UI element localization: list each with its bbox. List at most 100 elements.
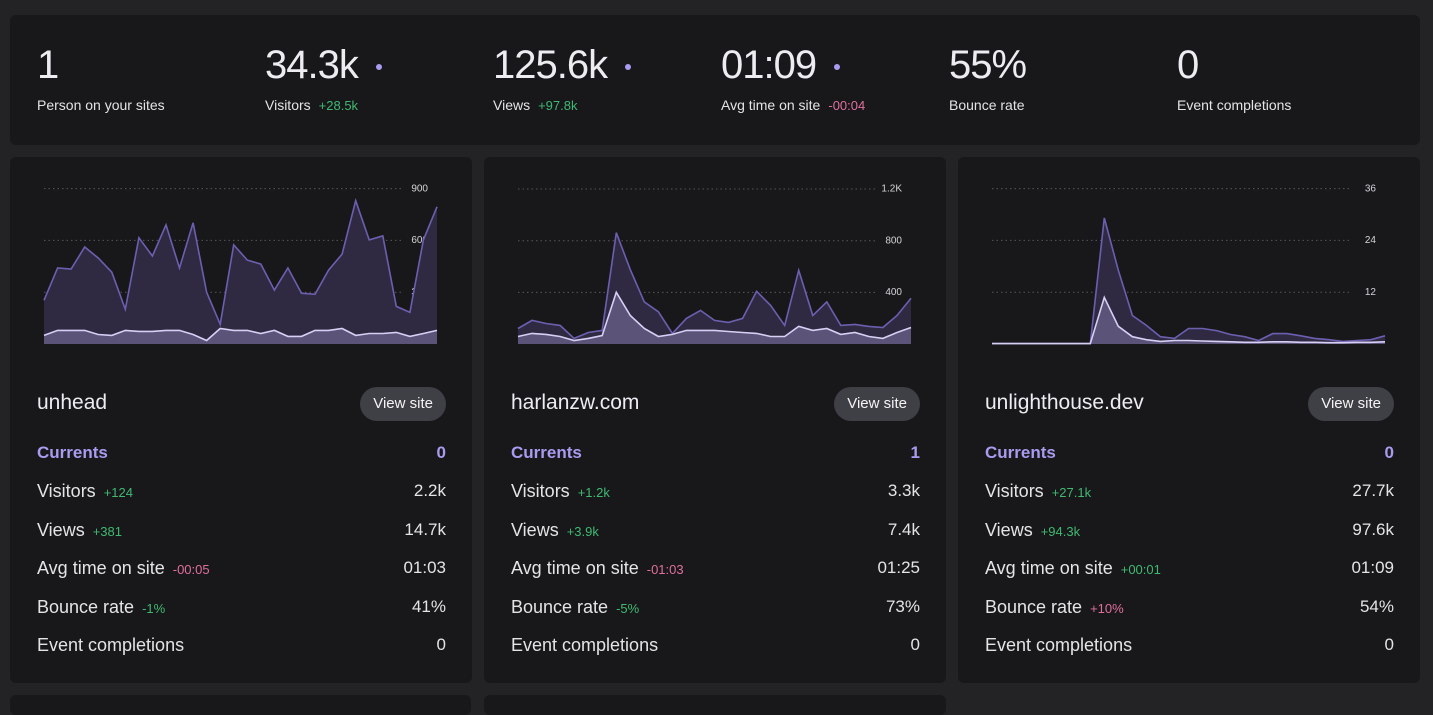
stat-label: Currents [37,443,108,463]
stat-value: 0 [436,443,446,462]
stat-label-text: Currents [985,443,1056,462]
stat-value: 7.4k [887,519,920,539]
stat-label: Visitors +1.2k [511,481,610,502]
y-tick-label: 12 [1365,287,1377,298]
stat-label-text: Currents [511,443,582,462]
site-card: 300600900unheadView siteCurrents0Visitor… [10,157,472,683]
stat-label: Currents [985,443,1056,463]
summary-value: 1 [37,43,59,87]
stat-label-text: Views [511,519,559,540]
stat-value: 3.3k [887,481,920,501]
stat-delta: -01:03 [646,562,684,578]
stat-delta: +124 [103,485,133,501]
view-site-button[interactable]: View site [360,387,446,421]
stat-label: Avg time on site -00:05 [37,558,210,579]
chart: 300600900 [43,183,438,344]
summary-label: Bounce rate [949,97,1025,113]
stat-value: 14.7k [404,519,446,539]
summary-panel: 1 Person on your sites 34.3k Visitors +28.5k… [10,15,1420,145]
summary-value: 01:09 [721,43,841,88]
stat-label: Views +94.3k [985,520,1080,541]
stat-label-text: Event completions [511,635,659,655]
stat-delta: +00:01 [1120,562,1161,578]
stat-label: Currents [511,443,582,463]
area-fill [992,218,1385,344]
stat-label-text: Avg time on site [37,558,165,579]
y-tick-label: 900 [411,183,428,194]
y-tick-label: 600 [411,235,428,246]
view-site-button[interactable]: View site [834,387,920,421]
chart: 400 800 1.2K [517,184,912,344]
y-tick-label: 1.2K [881,184,902,195]
stat-value: 0 [1384,635,1394,654]
page: {"summary": [ {"value": "1", "label": "P… [10,15,1420,715]
stat-value: 0 [1384,443,1394,462]
stat-delta: +381 [92,523,122,539]
stat-label: Bounce rate +10% [985,597,1124,618]
y-tick-label: 800 [885,235,902,246]
stat-value: 01:25 [877,558,920,578]
chart: 12 24 36 [992,183,1386,345]
stat-label: Event completions [985,635,1132,656]
site-card: 12 24 36 unlighthouse.dev View site Currents 0… [958,157,1420,683]
summary-label-text: Event completions [1177,97,1292,113]
summary-label-text: Visitors [265,97,311,113]
stat-label: Views +3.9k [511,520,599,541]
stat-value: 0 [910,635,920,654]
stat-label-text: Views [985,519,1033,540]
stat-value: 54% [1359,596,1394,616]
stat-value: 01:09 [1351,558,1394,578]
stat-delta: +3.9k [566,523,599,539]
summary-label: Event completions [1177,97,1291,113]
view-site-button[interactable]: View site [1308,387,1394,421]
stat-delta: +1.2k [577,485,610,501]
series-line [992,217,1386,345]
summary-label-text: Bounce rate [949,97,1025,113]
stat-value: 41% [411,596,446,616]
stat-value: 1 [910,443,920,462]
y-tick-label: 36 [1365,183,1377,194]
summary-value: 125.6k [493,43,632,88]
stat-delta: -00:05 [172,562,210,578]
stat-label: Visitors +124 [37,481,133,502]
stat-label: Avg time on site -01:03 [511,558,684,579]
summary-value: 34.3k [265,43,382,88]
area-fill [518,232,911,344]
stat-label-text: Bounce rate [985,596,1083,617]
stat-label: Event completions [37,635,184,656]
area-fill [44,328,437,344]
stat-label-text: Avg time on site [511,558,639,579]
series-line [517,232,912,340]
summary-label: Person on your sites [37,97,165,113]
summary-delta: -00:04 [828,98,866,113]
stat-label: Bounce rate -5% [511,597,639,618]
y-tick-label: 400 [885,287,902,298]
site-name: harlanzw.com [511,391,640,414]
stat-label: Event completions [511,635,658,656]
y-tick-label: 24 [1365,235,1377,246]
indicator-dot [834,64,841,71]
stat-label-text: Visitors [511,481,570,502]
site-card [10,695,471,715]
series-line [517,290,912,342]
site-name: unhead [37,391,108,414]
stat-value: 27.7k [1352,481,1394,501]
indicator-dot [625,64,632,71]
summary-value: 0 [1177,43,1199,87]
summary-delta: +97.8k [538,98,578,113]
site-name: unlighthouse.dev [985,391,1144,414]
stat-value: 97.6k [1352,519,1394,539]
stat-label-text: Event completions [37,635,185,655]
site-card: 400 800 1.2K harlanzw.com View site Currents 1… [484,157,946,683]
stat-label: Avg time on site +00:01 [985,558,1161,579]
stat-label-text: Visitors [37,481,96,502]
stat-label: Bounce rate -1% [37,597,165,618]
stat-value: 0 [436,635,446,654]
series-line [43,197,438,328]
stat-delta: +94.3k [1040,523,1081,539]
stat-delta: +10% [1090,600,1124,616]
stat-label-text: Visitors [985,481,1044,502]
series-line [43,327,438,342]
stat-label: Visitors +27.1k [985,481,1091,502]
stat-label-text: Event completions [985,635,1133,655]
